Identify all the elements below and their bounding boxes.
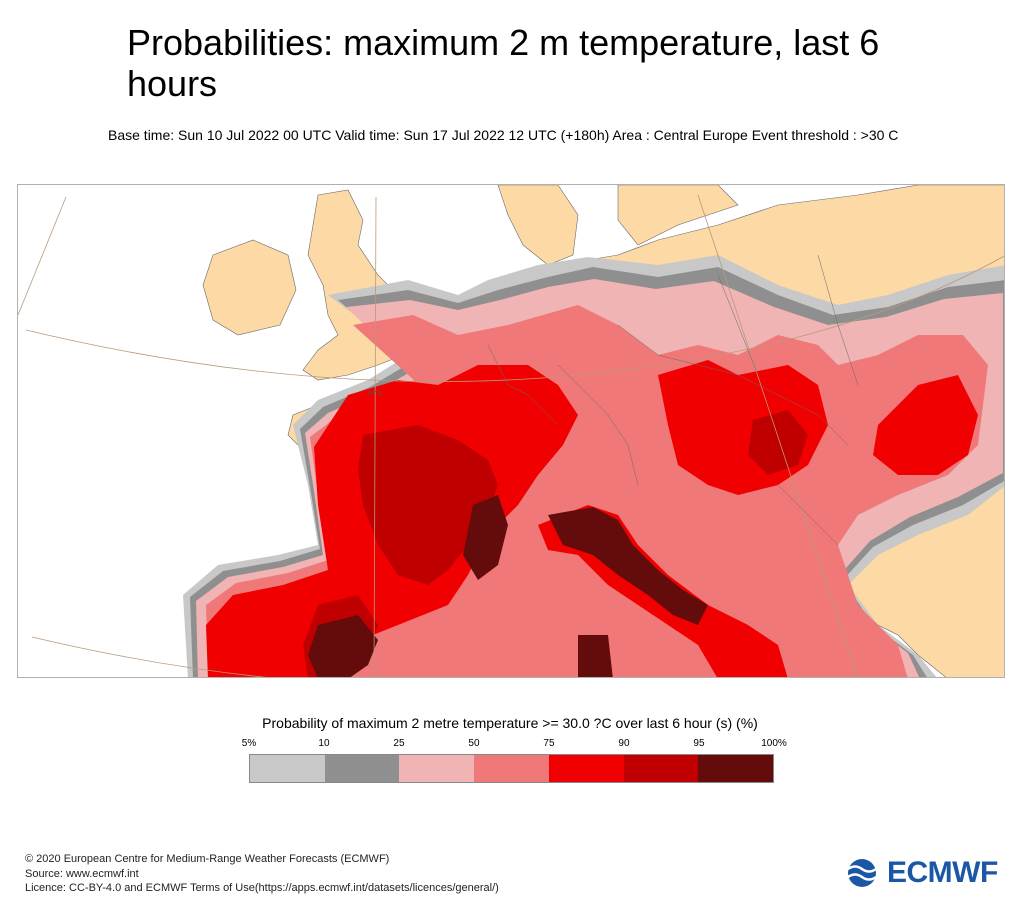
ecmwf-logo-text: ECMWF bbox=[887, 856, 998, 889]
legend-tick: 25 bbox=[393, 738, 405, 749]
ireland bbox=[202, 239, 297, 336]
legend-swatch bbox=[250, 755, 325, 782]
legend-tick: 75 bbox=[543, 738, 555, 749]
scandinavia bbox=[497, 185, 579, 266]
legend-swatch bbox=[548, 755, 624, 782]
chart-title: Probabilities: maximum 2 m temperature, … bbox=[127, 22, 880, 104]
legend-tick: 100% bbox=[761, 738, 787, 749]
graticule bbox=[18, 194, 1004, 677]
ecmwf-logo-icon bbox=[847, 859, 877, 887]
copyright-text: © 2020 European Centre for Medium-Range … bbox=[25, 853, 390, 865]
legend-colorbar bbox=[249, 754, 774, 783]
legend-swatch bbox=[324, 755, 400, 782]
legend-tick: 50 bbox=[468, 738, 480, 749]
legend-swatch bbox=[698, 755, 774, 782]
probability-map: 50°N bbox=[17, 184, 1005, 678]
legend-tick: 95 bbox=[693, 738, 705, 749]
legend-tick: 5% bbox=[241, 738, 257, 749]
chart-subtitle: Base time: Sun 10 Jul 2022 00 UTC Valid … bbox=[108, 127, 899, 143]
source-text: Source: www.ecmwf.int bbox=[25, 867, 139, 880]
licence-text: Licence: CC-BY-4.0 and ECMWF Terms of Us… bbox=[25, 882, 499, 894]
country-borders bbox=[487, 254, 859, 546]
legend-swatch bbox=[623, 755, 699, 782]
legend-swatch bbox=[399, 755, 475, 782]
graticule-label: 50°N bbox=[368, 391, 381, 397]
legend-tick: 90 bbox=[618, 738, 630, 749]
footer: © 2020 European Centre for Medium-Range … bbox=[25, 852, 499, 896]
probability-shading bbox=[183, 255, 1004, 677]
legend-tick: 10 bbox=[318, 738, 330, 749]
map-canvas: 50°N bbox=[18, 185, 1004, 677]
legend-ticks: 5% 10 25 50 75 90 95 100% bbox=[242, 738, 787, 752]
legend-swatch bbox=[474, 755, 549, 782]
legend-title: Probability of maximum 2 metre temperatu… bbox=[262, 715, 758, 731]
sweden-finland bbox=[617, 185, 739, 246]
ecmwf-logo: ECMWF bbox=[843, 856, 998, 889]
